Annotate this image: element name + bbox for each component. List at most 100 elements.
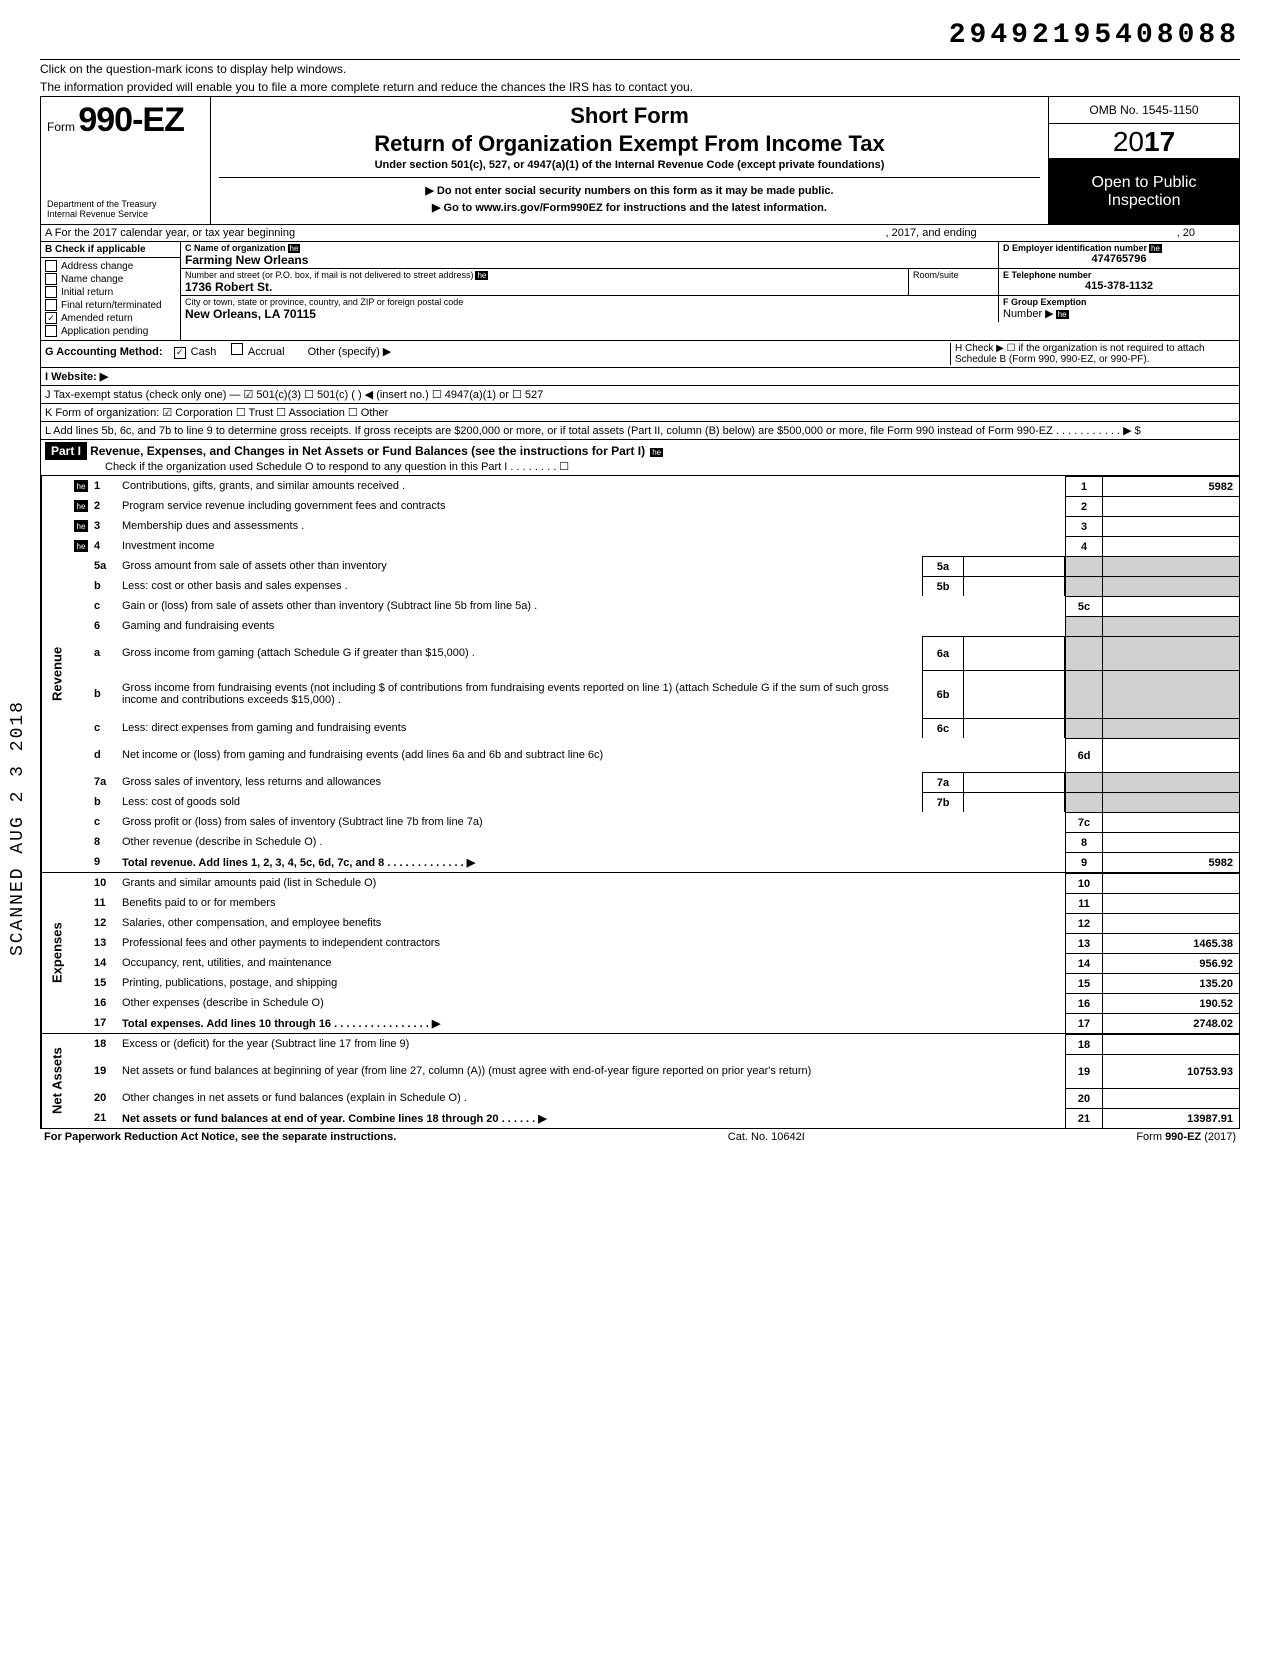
goto-instructions: ▶ Go to www.irs.gov/Form990EZ for instru… — [219, 201, 1040, 214]
net-assets-section: Net Assets 18Excess or (deficit) for the… — [41, 1034, 1239, 1128]
help-icon[interactable]: he — [288, 244, 301, 253]
help-icon[interactable]: he — [475, 271, 488, 280]
d-label: D Employer identification number — [1003, 243, 1147, 253]
line-a-start: A For the 2017 calendar year, or tax yea… — [45, 227, 295, 239]
line-15-value: 135.20 — [1103, 973, 1239, 993]
h-text: H Check ▶ ☐ if the organization is not r… — [950, 343, 1235, 365]
room-suite: Room/suite — [908, 269, 998, 295]
expenses-side-label: Expenses — [41, 873, 72, 1033]
chk-name-change[interactable]: Name change — [45, 273, 176, 285]
document-id: 29492195408088 — [40, 20, 1240, 51]
footer: For Paperwork Reduction Act Notice, see … — [40, 1129, 1240, 1145]
line-16-value: 190.52 — [1103, 993, 1239, 1013]
line-6-text: Gaming and fundraising events — [122, 616, 1065, 636]
chk-accrual[interactable] — [231, 343, 243, 355]
netassets-side-label: Net Assets — [41, 1034, 72, 1128]
line-1-value: 5982 — [1103, 476, 1239, 496]
line-6b-text: Gross income from fundraising events (no… — [122, 670, 922, 718]
line-7a-text: Gross sales of inventory, less returns a… — [122, 772, 922, 792]
short-form-label: Short Form — [219, 103, 1040, 129]
help-icon[interactable]: he — [74, 540, 88, 552]
scanned-stamp: SCANNED AUG 2 3 2018 — [8, 700, 28, 956]
line-k: K Form of organization: ☑ Corporation ☐ … — [41, 404, 1239, 422]
line-12-text: Salaries, other compensation, and employ… — [122, 913, 1065, 933]
part1-label: Part I — [45, 442, 87, 460]
line-19-value: 10753.93 — [1103, 1054, 1239, 1088]
form-header: Form 990-EZ Department of the Treasury I… — [41, 97, 1239, 225]
line-l: L Add lines 5b, 6c, and 7b to line 9 to … — [41, 422, 1239, 440]
line-j: J Tax-exempt status (check only one) — ☑… — [41, 386, 1239, 404]
help-icon[interactable]: he — [74, 480, 88, 492]
line-18-text: Excess or (deficit) for the year (Subtra… — [122, 1034, 1065, 1054]
open-public-l1: Open to Public — [1051, 174, 1237, 192]
line-8-text: Other revenue (describe in Schedule O) . — [122, 832, 1065, 852]
column-b-checkboxes: B Check if applicable Address change Nam… — [41, 242, 181, 340]
total-expenses: 2748.02 — [1103, 1013, 1239, 1033]
expenses-section: Expenses 10Grants and similar amounts pa… — [41, 873, 1239, 1034]
line-6a-text: Gross income from gaming (attach Schedul… — [122, 636, 922, 670]
phone-value: 415-378-1132 — [1003, 280, 1235, 292]
line-13-value: 1465.38 — [1103, 933, 1239, 953]
help-icon[interactable]: he — [650, 448, 663, 457]
line-14-value: 956.92 — [1103, 953, 1239, 973]
e-label: E Telephone number — [1003, 270, 1091, 280]
line-11-text: Benefits paid to or for members — [122, 893, 1065, 913]
city-value: New Orleans, LA 70115 — [185, 307, 994, 321]
omb-number: OMB No. 1545-1150 — [1049, 97, 1239, 124]
column-c-address: C Name of organizationhe Farming New Orl… — [181, 242, 1239, 340]
line-19-text: Net assets or fund balances at beginning… — [122, 1054, 1065, 1088]
line-10-text: Grants and similar amounts paid (list in… — [122, 873, 1065, 893]
help-icon[interactable]: he — [74, 520, 88, 532]
b-header: B Check if applicable — [41, 242, 180, 258]
dept-line2: Internal Revenue Service — [47, 210, 204, 220]
chk-final-return[interactable]: Final return/terminated — [45, 299, 176, 311]
header-center: Short Form Return of Organization Exempt… — [211, 97, 1049, 224]
footer-mid: Cat. No. 10642I — [728, 1131, 805, 1143]
total-revenue: 5982 — [1103, 852, 1239, 872]
chk-application-pending[interactable]: Application pending — [45, 325, 176, 337]
help-instruction-1: Click on the question-mark icons to disp… — [40, 59, 1240, 76]
chk-amended-return[interactable]: ✓Amended return — [45, 312, 176, 324]
form-number: 990-EZ — [78, 101, 184, 139]
return-title: Return of Organization Exempt From Incom… — [219, 131, 1040, 157]
line-6d-text: Net income or (loss) from gaming and fun… — [122, 738, 1065, 772]
line-g-h: G Accounting Method: ✓ Cash Accrual Othe… — [41, 341, 1239, 368]
help-icon[interactable]: he — [1056, 310, 1069, 319]
chk-cash[interactable]: ✓ — [174, 347, 186, 359]
help-icon[interactable]: he — [74, 500, 88, 512]
chk-initial-return[interactable]: Initial return — [45, 286, 176, 298]
street-label: Number and street (or P.O. box, if mail … — [185, 270, 473, 280]
help-icon[interactable]: he — [1149, 244, 1162, 253]
line-a-end: , 20 — [1177, 227, 1195, 239]
year-bold: 17 — [1144, 126, 1175, 157]
org-name: Farming New Orleans — [185, 253, 994, 267]
c-label: C Name of organization — [185, 243, 286, 253]
line-20-text: Other changes in net assets or fund bala… — [122, 1088, 1065, 1108]
open-to-public: Open to Public Inspection — [1049, 159, 1239, 224]
g-other: Other (specify) ▶ — [308, 346, 392, 358]
line-16-text: Other expenses (describe in Schedule O) — [122, 993, 1065, 1013]
g-label: G Accounting Method: — [45, 346, 163, 358]
warning-ssn: ▶ Do not enter social security numbers o… — [219, 184, 1040, 197]
line-21-text: Net assets or fund balances at end of ye… — [122, 1108, 1065, 1128]
city-label: City or town, state or province, country… — [185, 297, 994, 307]
line-15-text: Printing, publications, postage, and shi… — [122, 973, 1065, 993]
line-5a-text: Gross amount from sale of assets other t… — [122, 556, 922, 576]
line-7b-text: Less: cost of goods sold — [122, 792, 922, 812]
line-9-text: Total revenue. Add lines 1, 2, 3, 4, 5c,… — [122, 852, 1065, 872]
part1-header-row: Part I Revenue, Expenses, and Changes in… — [41, 440, 1239, 476]
line-i: I Website: ▶ — [41, 368, 1239, 386]
chk-address-change[interactable]: Address change — [45, 260, 176, 272]
line-1-text: Contributions, gifts, grants, and simila… — [122, 476, 1065, 496]
header-left: Form 990-EZ Department of the Treasury I… — [41, 97, 211, 224]
open-public-l2: Inspection — [1051, 192, 1237, 210]
line-14-text: Occupancy, rent, utilities, and maintena… — [122, 953, 1065, 973]
revenue-side-label: Revenue — [41, 476, 72, 872]
line-7c-text: Gross profit or (loss) from sales of inv… — [122, 812, 1065, 832]
under-section: Under section 501(c), 527, or 4947(a)(1)… — [219, 159, 1040, 178]
f-label: F Group Exemption — [1003, 297, 1087, 307]
line-2-text: Program service revenue including govern… — [122, 496, 1065, 516]
tax-year: 2017 — [1049, 124, 1239, 159]
help-instruction-2: The information provided will enable you… — [40, 78, 1240, 94]
line-5b-text: Less: cost or other basis and sales expe… — [122, 576, 922, 596]
